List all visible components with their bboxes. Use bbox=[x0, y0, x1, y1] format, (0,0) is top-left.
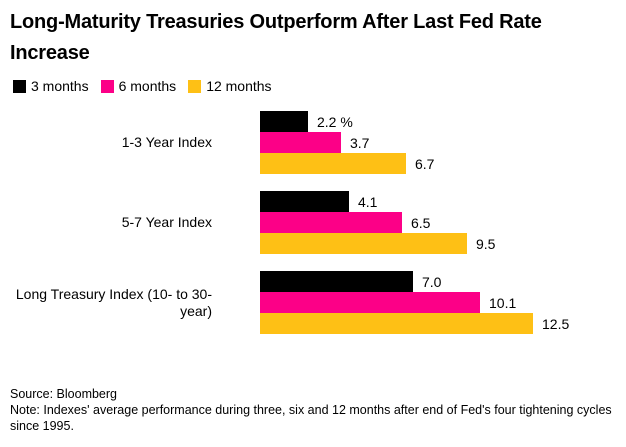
legend-swatch-icon bbox=[188, 79, 202, 93]
category-label: 1-3 Year Index bbox=[121, 134, 212, 150]
legend-label: 3 months bbox=[31, 78, 89, 94]
bar-line: 12.5 bbox=[260, 313, 569, 334]
bar bbox=[260, 313, 533, 334]
bar-value-label: 6.5 bbox=[411, 214, 431, 231]
chart-footer: Source: Bloomberg Note: Indexes' average… bbox=[10, 386, 612, 434]
bar-line: 7.0 bbox=[260, 271, 569, 292]
bar-value-label: 10.1 bbox=[489, 294, 517, 311]
bar bbox=[260, 132, 341, 153]
legend-item: 12 months bbox=[188, 78, 272, 94]
legend-label: 12 months bbox=[206, 78, 272, 94]
bar-group: 7.0 10.1 12.5 bbox=[260, 271, 569, 334]
bar-line: 6.5 bbox=[260, 212, 495, 233]
legend-label: 6 months bbox=[118, 78, 177, 94]
bar-value-label: 2.2 % bbox=[317, 113, 353, 130]
bar bbox=[260, 292, 480, 313]
category-row: Long Treasury Index (10- to 30-year) 7.0 1… bbox=[0, 271, 626, 334]
legend-swatch-icon bbox=[100, 79, 114, 93]
bar-value-label: 3.7 bbox=[350, 134, 370, 151]
legend-swatch-icon bbox=[13, 79, 26, 93]
bar bbox=[260, 271, 413, 292]
bar-value-label: 6.7 bbox=[415, 155, 435, 172]
bar bbox=[260, 153, 406, 174]
bar-line: 10.1 bbox=[260, 292, 569, 313]
bar-line: 6.7 bbox=[260, 153, 434, 174]
note-text: Note: Indexes' average performance durin… bbox=[10, 403, 612, 433]
bar-group: 2.2 % 3.7 6.7 bbox=[260, 111, 434, 174]
legend-item: 3 months bbox=[13, 78, 89, 94]
bar-value-label: 9.5 bbox=[476, 235, 496, 252]
bar-chart: 1-3 Year Index 2.2 % 3.7 6.7 5-7 Year Index 4… bbox=[0, 111, 626, 334]
bar bbox=[260, 191, 349, 212]
bar bbox=[260, 111, 308, 132]
bar-value-label: 4.1 bbox=[358, 193, 378, 210]
bar-line: 3.7 bbox=[260, 132, 434, 153]
bar-group: 4.1 6.5 9.5 bbox=[260, 191, 495, 254]
legend-item: 6 months bbox=[100, 78, 177, 94]
chart-title: Long-Maturity Treasuries Outperform Afte… bbox=[10, 11, 542, 64]
bar-value-label: 7.0 bbox=[422, 273, 442, 290]
category-label: 5-7 Year Index bbox=[121, 214, 212, 230]
category-label: Long Treasury Index (10- to 30-year) bbox=[15, 285, 212, 319]
bar bbox=[260, 233, 467, 254]
bar bbox=[260, 212, 402, 233]
bar-line: 4.1 bbox=[260, 191, 495, 212]
source-text: Source: Bloomberg bbox=[10, 387, 118, 401]
bar-value-label: 12.5 bbox=[542, 315, 570, 332]
bar-line: 9.5 bbox=[260, 233, 495, 254]
bar-line: 2.2 % bbox=[260, 111, 434, 132]
category-row: 5-7 Year Index 4.1 6.5 9.5 bbox=[0, 191, 626, 254]
category-row: 1-3 Year Index 2.2 % 3.7 6.7 bbox=[0, 111, 626, 174]
chart-legend: 3 months 6 months 12 months bbox=[13, 78, 626, 94]
